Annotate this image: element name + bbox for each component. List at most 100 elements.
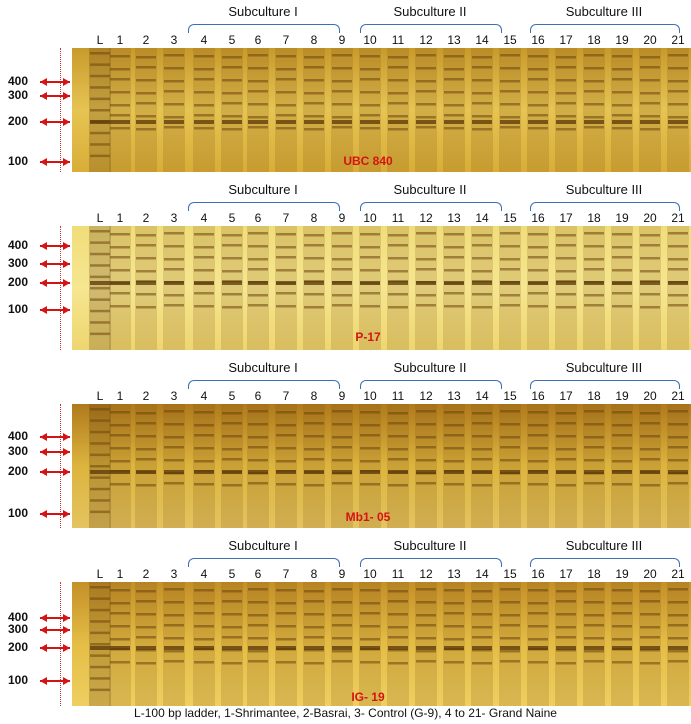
gel-band: [444, 411, 464, 414]
gel-band: [556, 646, 576, 650]
gel-band: [612, 646, 632, 650]
gel-band: [556, 281, 576, 285]
gel-band: [668, 601, 688, 604]
gel-band: [222, 79, 242, 82]
gel-band: [472, 257, 492, 260]
size-marker: 100: [0, 506, 70, 521]
gel-band: [276, 424, 296, 427]
gel-band: [276, 447, 296, 450]
size-axis-line: [60, 48, 61, 172]
gel-band: [136, 412, 156, 415]
gel-band: [248, 281, 268, 285]
gel-band: [332, 436, 352, 439]
gel-lane: [443, 404, 465, 528]
gel-band: [556, 66, 576, 69]
gel-band: [612, 483, 632, 486]
gel-band: [388, 458, 408, 461]
gel-band: [584, 588, 604, 591]
gel-band: [276, 612, 296, 615]
gel-band: [528, 78, 548, 81]
gel-band: [640, 257, 660, 260]
gel-band: [472, 128, 492, 131]
size-marker-label: 300: [8, 444, 29, 458]
gel-band: [556, 470, 576, 474]
gel-band: [90, 332, 110, 336]
gel-lane: [527, 48, 549, 172]
gel-band: [360, 483, 380, 486]
gel-band: [472, 590, 492, 593]
gel-band: [668, 54, 688, 57]
gel-band: [110, 460, 130, 463]
gel-band: [164, 646, 184, 650]
gel-band: [136, 636, 156, 639]
gel-band: [194, 305, 214, 308]
lane-number: 19: [615, 211, 629, 225]
gel-band: [276, 292, 296, 295]
gel-band: [500, 423, 520, 426]
gel-band: [528, 120, 548, 124]
gel-band: [360, 91, 380, 94]
gel-band: [584, 232, 604, 235]
gel-band: [640, 270, 660, 273]
gel-band: [612, 68, 632, 71]
gel-band: [90, 252, 110, 256]
gel-band: [164, 482, 184, 485]
gel-band: [472, 484, 492, 487]
size-marker-label: 400: [8, 238, 29, 252]
gel-band: [668, 116, 688, 119]
gel-band: [416, 103, 436, 106]
gel-band: [556, 435, 576, 438]
gel-band: [612, 602, 632, 605]
gel-band: [416, 660, 436, 663]
gel-band: [360, 305, 380, 308]
gel-band: [194, 78, 214, 81]
gel-band: [668, 646, 688, 650]
gel-band: [194, 424, 214, 427]
size-marker: 300: [0, 256, 70, 271]
gel-band: [500, 601, 520, 604]
size-marker-label: 300: [8, 88, 29, 102]
gel-lane: [499, 404, 521, 528]
gel-band: [248, 103, 268, 106]
gel-band: [640, 662, 660, 665]
lane-number: 16: [531, 33, 545, 47]
gel-band: [164, 67, 184, 70]
gel-band: [360, 661, 380, 664]
gel-band: [164, 116, 184, 119]
gel-band: [136, 128, 156, 131]
gel-band: [444, 292, 464, 295]
gel-band: [556, 422, 576, 425]
lane-number: 6: [254, 33, 262, 47]
lane-number: 15: [503, 389, 517, 403]
gel-band: [360, 68, 380, 71]
gel-band: [222, 484, 242, 487]
gel-band: [668, 660, 688, 663]
gel-band: [136, 79, 156, 82]
gel-band: [90, 665, 110, 669]
gel-band: [500, 646, 520, 650]
gel-band: [360, 127, 380, 130]
gel-band: [444, 78, 464, 81]
gel-band: [194, 625, 214, 628]
gel-band: [612, 127, 632, 130]
gel-band: [556, 92, 576, 95]
gel-band: [90, 688, 110, 692]
gel-band: [222, 636, 242, 639]
gel-band: [304, 646, 324, 650]
gel-lane: [163, 48, 185, 172]
gel-band: [194, 612, 214, 615]
gel-band: [110, 612, 130, 615]
gel-band: [528, 127, 548, 130]
gel-band: [416, 614, 436, 617]
gel-band: [222, 115, 242, 118]
gel-lane: [331, 226, 353, 350]
gel-band: [444, 114, 464, 117]
gel-band: [110, 638, 130, 641]
gel-band: [332, 54, 352, 57]
gel-image: [72, 226, 691, 350]
gel-band: [248, 436, 268, 439]
gel-band: [388, 66, 408, 69]
gel-band: [360, 470, 380, 474]
size-axis-line: [60, 582, 61, 706]
gel-band: [444, 281, 464, 285]
